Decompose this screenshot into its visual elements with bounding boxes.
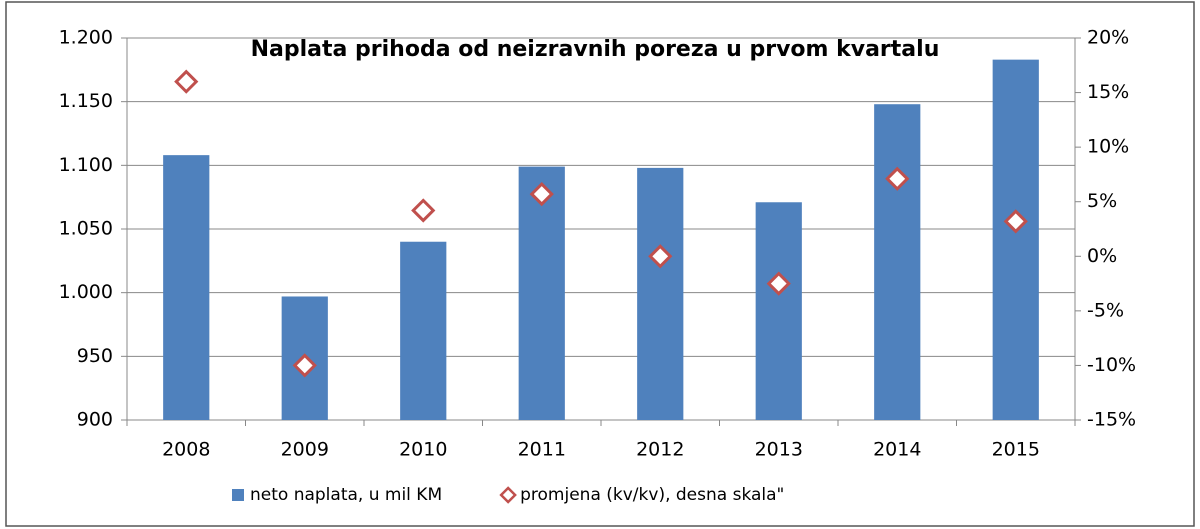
diamond-marker <box>1003 209 1028 234</box>
diamond-marker <box>648 244 673 269</box>
legend-swatch <box>232 489 244 501</box>
y2-tick-label: 20% <box>1087 27 1129 49</box>
y2-tick-label: -10% <box>1087 354 1136 376</box>
x-tick-label: 2015 <box>992 439 1040 461</box>
chart-title: Naplata prihoda od neizravnih poreza u p… <box>251 37 940 62</box>
y-tick-label: 1.200 <box>59 27 113 49</box>
y-tick-label: 950 <box>77 345 113 367</box>
legend-label: promjena (kv/kv), desna skala" <box>520 485 784 505</box>
bar <box>400 241 447 420</box>
legend-swatch <box>499 486 517 504</box>
diamond-marker <box>529 181 554 207</box>
bar <box>874 104 921 421</box>
legend-label: neto naplata, u mil KM <box>250 485 442 505</box>
bar <box>755 202 802 420</box>
y-tick-label: 1.150 <box>59 90 113 112</box>
y-tick-label: 1.050 <box>59 218 113 240</box>
x-tick-label: 2014 <box>873 439 921 461</box>
x-tick-label: 2010 <box>399 439 447 461</box>
diamond-marker <box>174 69 199 94</box>
x-tick-label: 2009 <box>281 439 329 461</box>
diamond-marker <box>411 198 436 223</box>
bar <box>637 167 684 420</box>
y2-tick-label: 10% <box>1087 136 1129 158</box>
diamond-marker <box>885 166 910 191</box>
y2-tick-label: 0% <box>1087 245 1117 267</box>
diamond-marker <box>766 271 791 296</box>
y-tick-label: 1.000 <box>59 281 113 303</box>
y2-tick-label: 5% <box>1087 190 1117 212</box>
y2-tick-label: -15% <box>1087 409 1136 431</box>
y2-tick-label: 15% <box>1087 81 1129 103</box>
bar <box>518 166 565 420</box>
y-tick-label: 1.100 <box>59 154 113 176</box>
x-tick-label: 2011 <box>518 439 566 461</box>
x-tick-label: 2013 <box>755 439 803 461</box>
bar <box>163 155 210 420</box>
x-tick-label: 2008 <box>162 439 210 461</box>
bar <box>992 59 1039 420</box>
x-tick-label: 2012 <box>636 439 684 461</box>
y-tick-label: 900 <box>77 409 113 431</box>
y2-tick-label: -5% <box>1087 299 1124 321</box>
diamond-marker <box>292 353 317 378</box>
